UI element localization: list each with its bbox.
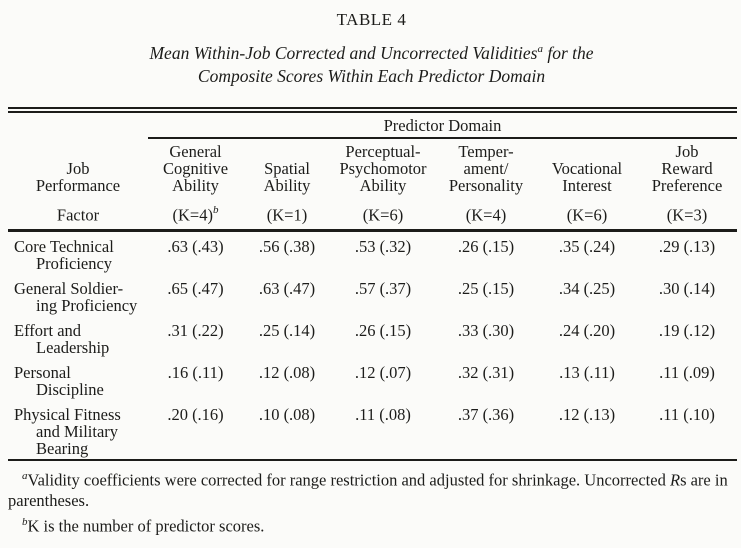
col-header-job-reward-preference: Job Reward Preference (K=3) [637,137,738,232]
row-label: Personal Discipline [14,362,104,399]
cell-value: .25 (.15) [457,278,515,298]
validity-table: Predictor Domain Job Performance Factor … [8,106,738,461]
cell-value: .63 (.47) [258,278,316,298]
cell-value: .63 (.43) [167,236,224,256]
row-label: Core Technical Proficiency [14,236,114,273]
table-row-effort-and-leadership: Effort and Leadership .31 (.22) .25 (.14… [8,316,737,358]
column-header-row: Job Performance Factor General Cognitive… [8,137,738,232]
table-row-physical-fitness-and-military-bearing: Physical Fitness and Military Bearing .2… [8,400,737,460]
table-number: TABLE 4 [336,10,407,29]
header-line: Factor [56,205,100,225]
header-line: (K=3) [666,205,708,225]
cell-value: .20 (.16) [167,404,224,424]
header-line: Ability [172,175,219,195]
table-caption-line1: Mean Within-Job Corrected and Uncorrecte… [8,38,735,65]
header-line: (K=6) [362,205,404,225]
header-line: Psychomotor [339,158,427,178]
header-line: Cognitive [162,158,229,178]
col-header-temperament-personality: Temper- ament/ Personality (K=4) [435,137,537,232]
row-label: Effort and Leadership [14,320,110,357]
cell-value: .34 (.25) [558,278,616,298]
spanner-predictor-domain: Predictor Domain [148,109,738,139]
footnote-marker-a: a [22,469,28,482]
cell-value: .30 (.14) [658,278,716,298]
cell-value: .29 (.13) [658,236,716,256]
cell-value: .35 (.24) [558,236,616,256]
cell-value: .16 (.11) [167,362,224,382]
header-line: (K=4)b [172,203,219,225]
header-line: Temper- [458,141,514,161]
header-line: Job [675,141,699,161]
header-line: General [169,141,222,161]
header-line [537,143,637,160]
cell-value: .33 (.30) [457,320,515,340]
table-row-general-soldiering-proficiency: General Soldier- ing Proficiency .65 (.4… [8,274,737,316]
cell-value: .12 (.07) [354,362,412,382]
spanner-row: Predictor Domain [8,109,738,139]
row-label: Physical Fitness and Military Bearing [14,404,121,458]
header-line: (K=6) [566,205,608,225]
cell-value: .31 (.22) [167,320,224,340]
header-line: Ability [359,175,407,195]
footnote-marker-b: b [22,516,28,529]
header-line: Reward [661,158,713,178]
cell-value: .25 (.14) [258,320,316,340]
col-header-perceptual-psychomotor-ability: Perceptual- Psychomotor Ability (K=6) [331,137,435,232]
footnote-marker-a: a [537,43,543,55]
cell-value: .13 (.11) [559,362,615,382]
header-line: Spatial [264,158,310,178]
cell-value: .26 (.15) [354,320,412,340]
header-line: Ability [263,175,311,195]
cell-value: .11 (.08) [355,404,411,424]
header-line: Performance [35,175,121,195]
header-line: Preference [651,175,723,195]
header-line [243,143,331,160]
table-caption-line2: Composite Scores Within Each Predictor D… [197,65,546,86]
cell-value: .57 (.37) [354,278,412,298]
cell-value: .24 (.20) [558,320,616,340]
header-line: ament/ [463,158,509,178]
cell-value: .56 (.38) [258,236,316,256]
header-line: Job [66,158,90,178]
cell-value: .53 (.32) [354,236,412,256]
cell-value: .19 (.12) [658,320,716,340]
cell-value: .11 (.10) [659,404,715,424]
cell-value: .10 (.08) [258,404,316,424]
spanner-lead-cell [8,110,148,138]
footnote-marker-b: b [212,203,219,216]
cell-value: .32 (.31) [457,362,515,382]
table-row-personal-discipline: Personal Discipline .16 (.11) .12 (.08) … [8,358,737,400]
cell-value: .12 (.08) [258,362,316,382]
cell-value: .26 (.15) [457,236,515,256]
header-line: Interest [562,175,612,195]
table-footnotes: aValidity coefficients were corrected fo… [8,466,735,537]
caption-text: for the [542,42,594,63]
footnote-a: aValidity coefficients were corrected fo… [8,469,728,511]
cell-value: .65 (.47) [167,278,224,298]
header-line [8,143,148,160]
header-line: Personality [448,175,524,195]
cell-value: .37 (.36) [457,404,515,424]
table-row-core-technical-proficiency: Core Technical Proficiency .63 (.43) .56… [8,230,737,274]
cell-value: .12 (.13) [558,404,616,424]
col-header-general-cognitive-ability: General Cognitive Ability (K=4)b [148,137,243,232]
header-line: (K=1) [266,205,308,225]
col-header-job-performance-factor: Job Performance Factor [8,137,148,232]
caption-text: Mean Within-Job Corrected and Uncorrecte… [149,42,538,63]
header-line: Perceptual- [345,141,421,161]
col-header-vocational-interest: Vocational Interest (K=6) [537,137,637,232]
header-line: (K=4) [465,205,507,225]
footnote-b: bK is the number of predictor scores. [22,516,265,536]
col-header-spatial-ability: Spatial Ability (K=1) [243,137,331,232]
cell-value: .11 (.09) [659,362,715,382]
row-label: General Soldier- ing Proficiency [14,278,138,315]
header-line: Vocational [551,158,623,178]
table-caption: Mean Within-Job Corrected and Uncorrecte… [8,38,735,88]
